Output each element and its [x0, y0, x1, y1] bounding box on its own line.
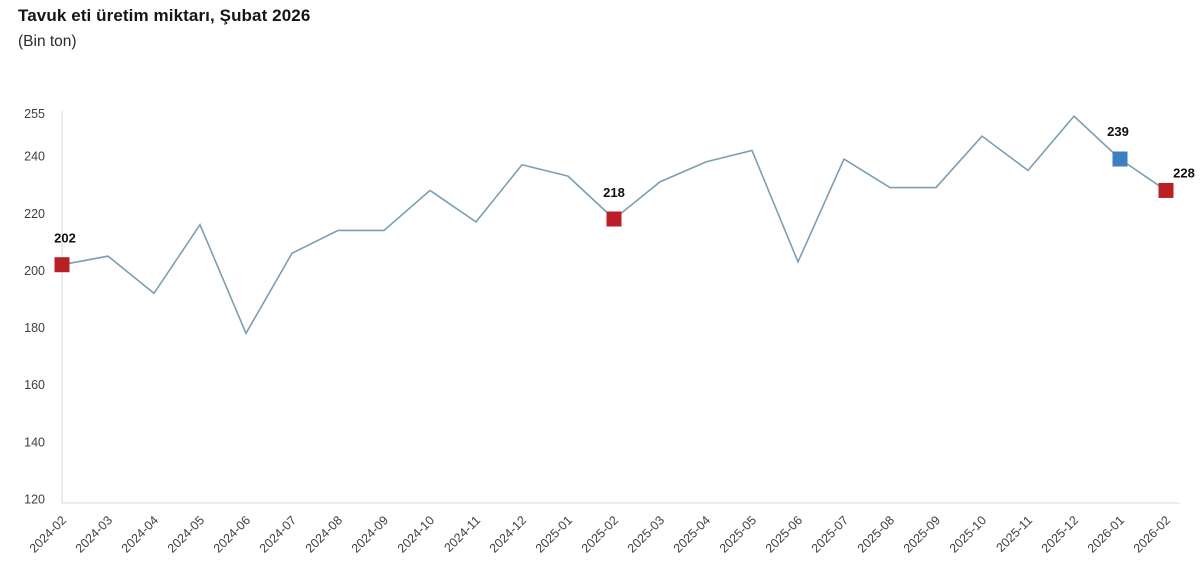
highlight-marker-red [606, 211, 622, 227]
x-axis-tick-label: 2025-11 [993, 513, 1035, 555]
y-axis-tick-label: 220 [24, 207, 45, 221]
x-axis-tick-label: 2025-02 [579, 513, 621, 555]
data-point-value-label: 202 [54, 231, 76, 246]
x-axis-tick-label: 2025-12 [1039, 513, 1081, 555]
x-axis-tick-label: 2025-08 [855, 513, 897, 555]
highlight-marker-red [1158, 182, 1174, 198]
y-axis-tick-label: 255 [24, 107, 45, 121]
x-axis-tick-label: 2024-05 [165, 513, 207, 555]
x-axis-tick-label: 2024-04 [119, 513, 161, 555]
data-point-value-label: 228 [1173, 165, 1195, 180]
x-axis-tick-label: 2024-06 [211, 513, 253, 555]
data-point-value-label: 239 [1107, 124, 1129, 139]
chart-title: Tavuk eti üretim miktarı, Şubat 2026 [18, 6, 311, 25]
data-point-value-label: 218 [603, 185, 625, 200]
x-axis-tick-label: 2024-09 [349, 513, 391, 555]
y-axis-tick-label: 120 [24, 493, 45, 507]
x-axis-tick-label: 2024-08 [303, 513, 345, 555]
x-axis-tick-label: 2025-05 [717, 513, 759, 555]
x-axis-tick-label: 2025-09 [901, 513, 943, 555]
x-axis-tick-label: 2025-06 [763, 513, 805, 555]
y-axis-tick-label: 180 [24, 321, 45, 335]
x-axis-tick-label: 2025-04 [671, 513, 713, 555]
x-axis-tick-label: 2024-03 [73, 513, 115, 555]
x-axis-tick-label: 2026-01 [1085, 513, 1127, 555]
chart-unit-label: (Bin ton) [18, 33, 77, 50]
x-axis-tick-label: 2025-03 [625, 513, 667, 555]
x-axis-tick-label: 2024-07 [257, 513, 299, 555]
x-axis-tick-label: 2024-11 [441, 513, 483, 555]
y-axis-tick-label: 240 [24, 150, 45, 164]
x-axis-tick-label: 2026-02 [1131, 513, 1173, 555]
y-axis-tick-label: 200 [24, 264, 45, 278]
x-axis-tick-label: 2025-10 [947, 513, 989, 555]
y-axis-tick-label: 140 [24, 435, 45, 449]
x-axis-tick-label: 2024-10 [395, 513, 437, 555]
highlight-marker-blue [1112, 151, 1128, 167]
x-axis-tick-label: 2025-07 [809, 513, 851, 555]
x-axis-tick-label: 2025-01 [533, 513, 575, 555]
x-axis-tick-label: 2024-02 [27, 513, 69, 555]
highlight-marker-red [54, 257, 70, 273]
x-axis-tick-label: 2024-12 [487, 513, 529, 555]
y-axis-tick-label: 160 [24, 378, 45, 392]
